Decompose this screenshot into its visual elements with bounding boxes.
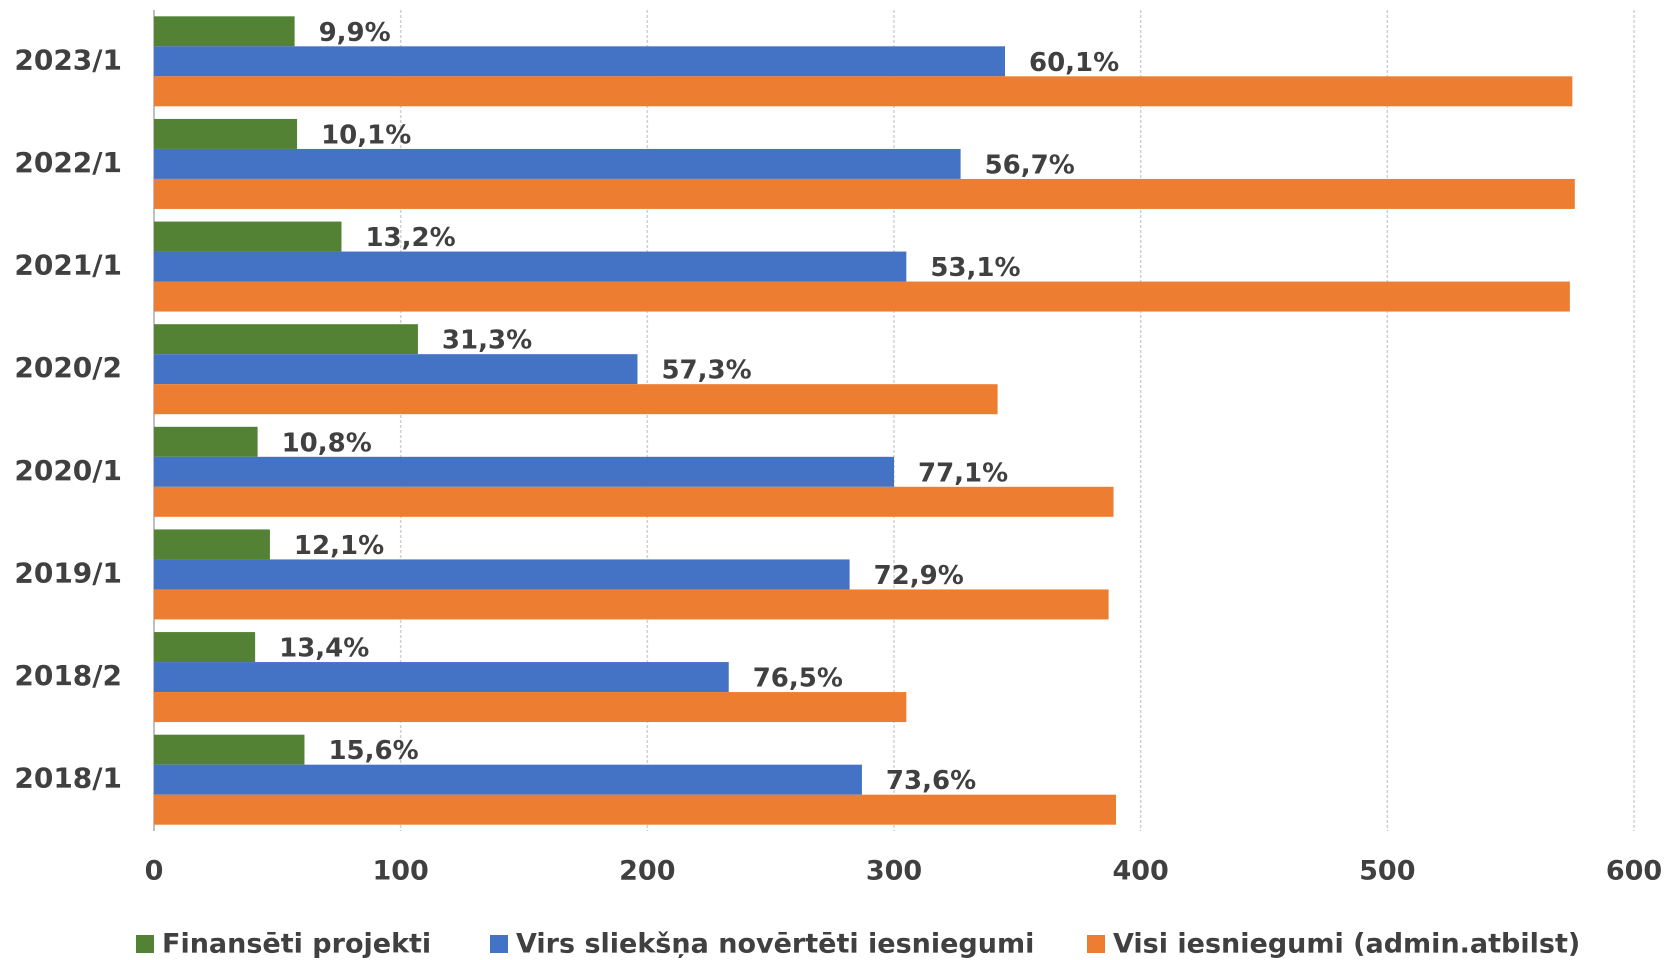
bar: [154, 734, 305, 765]
data-label: 72,9%: [874, 561, 964, 591]
bar: [154, 764, 862, 795]
data-label: 77,1%: [918, 458, 1008, 488]
x-tick-label: 300: [866, 856, 922, 887]
bar: [154, 486, 1114, 517]
y-tick-label: 2018/2: [14, 659, 122, 692]
y-tick-label: 2023/1: [14, 43, 122, 76]
data-label: 15,6%: [328, 736, 418, 766]
bar: [154, 456, 894, 487]
bar: [154, 118, 298, 149]
x-tick-label: 400: [1112, 856, 1168, 887]
y-tick-label: 2021/1: [14, 249, 122, 282]
data-label: 10,1%: [321, 120, 411, 150]
y-tick-label: 2019/1: [14, 556, 122, 589]
data-label: 13,4%: [279, 634, 369, 664]
x-tick-label: 200: [619, 856, 675, 887]
data-label: 76,5%: [753, 664, 843, 694]
bar: [154, 692, 907, 723]
data-label: 57,3%: [661, 356, 751, 386]
bar: [154, 46, 1005, 77]
bar: [154, 281, 1570, 312]
y-tick-label: 2018/1: [14, 762, 122, 795]
bar: [154, 589, 1109, 620]
data-label: 31,3%: [442, 326, 532, 356]
bar: [154, 324, 418, 355]
bar: [154, 794, 1116, 825]
bar: [154, 632, 256, 663]
legend-label: Visi iesniegumi (admin.atbilst): [1113, 929, 1580, 960]
x-tick-label: 100: [372, 856, 428, 887]
bar: [154, 251, 907, 282]
y-tick-label: 2020/2: [14, 351, 122, 384]
legend-label: Virs sliekšņa novērtēti iesniegumi: [516, 929, 1034, 960]
y-tick-label: 2020/1: [14, 454, 122, 487]
data-label: 10,8%: [282, 428, 372, 458]
y-tick-label: 2022/1: [14, 146, 122, 179]
data-label: 73,6%: [886, 766, 976, 796]
x-tick-label: 0: [145, 856, 164, 887]
x-tick-label: 500: [1359, 856, 1415, 887]
bar: [154, 426, 258, 457]
legend-swatch: [490, 935, 508, 953]
data-label: 9,9%: [319, 18, 391, 48]
bar: [154, 662, 729, 693]
legend-swatch: [1087, 935, 1105, 953]
bar: [154, 16, 295, 47]
data-label: 53,1%: [930, 253, 1020, 283]
data-label: 60,1%: [1029, 48, 1119, 78]
bar: [154, 178, 1575, 209]
bar: [154, 384, 998, 415]
bar: [154, 354, 638, 385]
x-tick-label: 600: [1606, 856, 1662, 887]
data-label: 56,7%: [985, 150, 1075, 180]
legend-label: Finansēti projekti: [162, 929, 431, 960]
bar: [154, 529, 270, 560]
bar: [154, 148, 961, 179]
bar: [154, 559, 850, 590]
bar: [154, 221, 342, 252]
legend-swatch: [136, 935, 154, 953]
data-label: 13,2%: [365, 223, 455, 253]
data-label: 12,1%: [294, 531, 384, 561]
bar: [154, 76, 1573, 107]
